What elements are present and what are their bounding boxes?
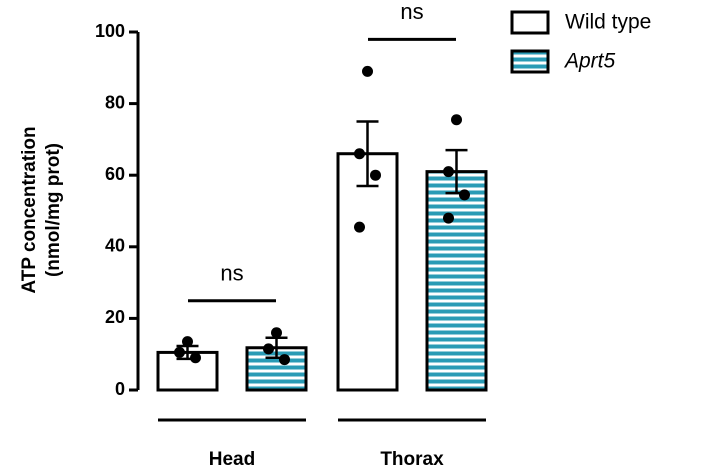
y-tick-label: 40: [105, 236, 125, 256]
annotation: ns: [220, 261, 243, 286]
data-point: [354, 148, 365, 160]
data-point: [190, 352, 201, 364]
annotation: ns: [400, 0, 423, 24]
legend-swatch: [510, 49, 550, 74]
y-tick-label: 0: [115, 379, 125, 399]
y-axis-title: (nmol/mg prot): [43, 143, 64, 277]
data-point: [443, 166, 454, 178]
data-point: [279, 354, 290, 366]
data-point: [459, 189, 470, 201]
legend-label: Wild type: [565, 11, 651, 34]
bar: [425, 170, 488, 392]
data-point: [263, 343, 274, 355]
data-point: [271, 327, 282, 339]
data-point: [354, 221, 365, 233]
data-point: [443, 212, 454, 224]
x-tick-label: Thorax: [380, 449, 444, 470]
legend-swatch: [510, 10, 550, 35]
y-axis-title: ATP concentration: [19, 126, 40, 293]
data-point: [182, 336, 193, 348]
data-point: [174, 346, 185, 358]
y-tick-label: 80: [105, 92, 125, 112]
y-tick-label: 20: [105, 307, 125, 327]
legend-label: Aprt5: [563, 50, 616, 73]
x-tick-label: Head: [209, 449, 255, 470]
data-point: [370, 169, 381, 181]
y-tick-label: 60: [105, 164, 125, 184]
data-point: [451, 114, 462, 126]
bar: [336, 152, 399, 392]
data-point: [362, 65, 373, 77]
y-tick-label: 100: [95, 21, 125, 41]
